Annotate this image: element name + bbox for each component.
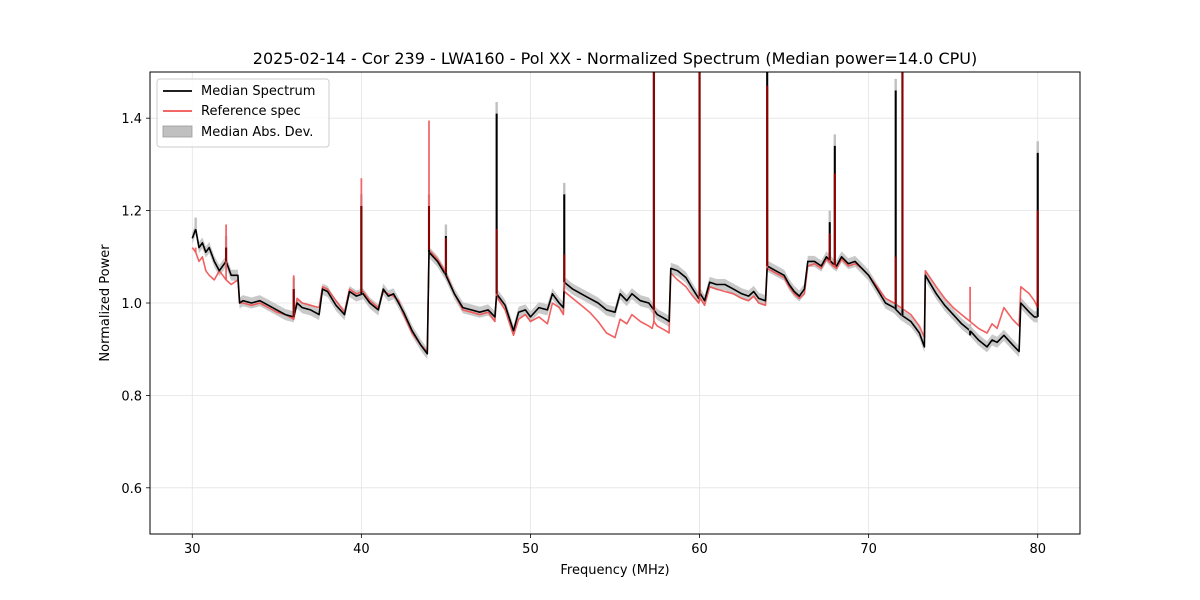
median-line (191, 228, 1038, 355)
x-tick-label: 50 (522, 542, 539, 557)
x-tick-label: 60 (691, 542, 708, 557)
y-axis-label: Normalized Power (98, 244, 113, 362)
y-tick-label: 1.0 (121, 297, 142, 312)
spike-layer (194, 72, 1039, 336)
y-tick-label: 0.8 (121, 389, 142, 404)
y-tick-label: 1.2 (121, 205, 142, 220)
x-tick-label: 70 (860, 542, 877, 557)
x-axis-label: Frequency (MHz) (560, 563, 669, 578)
legend-median-label: Median Spectrum (201, 84, 315, 99)
x-tick-label: 30 (184, 542, 201, 557)
y-tick-label: 0.6 (121, 482, 142, 497)
median-series-layer (191, 228, 1038, 355)
axis-ticks: 30 40 50 60 70 80 0.6 0.8 1.0 1.2 1.4 (121, 112, 1046, 557)
legend-mad-label: Median Abs. Dev. (201, 125, 313, 140)
x-tick-label: 40 (353, 542, 370, 557)
legend: Median Spectrum Reference spec Median Ab… (156, 78, 330, 148)
chart-title: 2025-02-14 - Cor 239 - LWA160 - Pol XX -… (253, 49, 977, 68)
x-tick-label: 80 (1029, 542, 1046, 557)
legend-reference-label: Reference spec (201, 104, 301, 119)
legend-mad-swatch (162, 125, 193, 138)
y-tick-label: 1.4 (121, 112, 142, 127)
legend-box (156, 78, 330, 148)
